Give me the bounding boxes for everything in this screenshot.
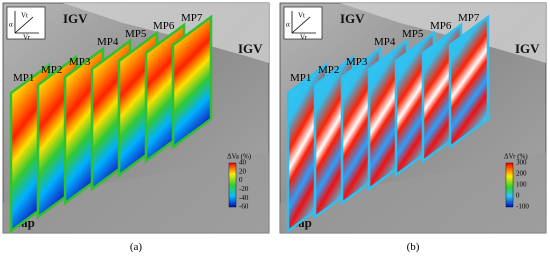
plane-label: MP2: [318, 64, 339, 76]
inset-label: α: [286, 21, 290, 29]
plane-label: MP1: [290, 72, 311, 84]
legend-tick: -60: [239, 203, 249, 211]
panel: VtVrαIGVIGVGapMP1MP2MP3MP4MP5MP6MP7ΔVr (…: [279, 2, 547, 234]
panel-caption: (a): [130, 241, 143, 253]
colorbar: [228, 162, 237, 208]
igv-label: IGV: [238, 41, 263, 56]
hub: [280, 153, 546, 233]
inset-axis: [291, 16, 311, 34]
legend-title: ΔVa (%): [227, 153, 252, 161]
plane-label: MP2: [41, 64, 62, 76]
plane-label: MP3: [69, 56, 91, 68]
inset-label: Vt: [21, 12, 28, 20]
plane-label: MP3: [346, 56, 368, 68]
inset-label: Vr: [23, 34, 31, 42]
legend-tick: -40: [239, 194, 249, 202]
legend-tick: 0: [516, 192, 520, 200]
measurement-plane: [171, 14, 213, 150]
igv-label: IGV: [340, 11, 365, 26]
panel: VtVrαIGVIGVGapMP1MP2MP3MP4MP5MP6MP7ΔVa (…: [2, 2, 270, 234]
plane-label: MP7: [458, 12, 480, 24]
legend-tick: 0: [239, 176, 243, 184]
inset-label: Vt: [298, 12, 305, 20]
plane-label: MP5: [125, 28, 147, 40]
casing: [63, 3, 269, 63]
plane-label: MP1: [13, 72, 34, 84]
plane-label: MP6: [153, 20, 175, 32]
inset-label: α: [9, 21, 13, 29]
plane-label: MP6: [430, 20, 452, 32]
igv-label: IGV: [515, 41, 540, 56]
plane-label: MP5: [402, 28, 424, 40]
casing: [340, 3, 546, 63]
inset-axis: [14, 16, 34, 34]
legend-tick: 300: [516, 159, 527, 167]
panel-caption: (b): [407, 241, 420, 253]
plane-label: MP7: [181, 12, 203, 24]
legend-tick: 20: [239, 167, 247, 175]
legend-tick: -20: [239, 185, 249, 193]
plane-label: MP4: [97, 36, 119, 48]
measurement-plane: [448, 14, 490, 150]
colorbar: [505, 162, 514, 208]
inset-label: Vr: [300, 34, 308, 42]
hub: [3, 153, 269, 233]
plane-label: MP4: [374, 36, 396, 48]
igv-label: IGV: [63, 11, 88, 26]
legend-tick: -100: [516, 203, 529, 211]
legend-tick: 100: [516, 181, 527, 189]
legend-tick: 200: [516, 170, 527, 178]
legend-title: ΔVr (%): [504, 153, 528, 161]
legend-tick: 40: [239, 159, 247, 167]
